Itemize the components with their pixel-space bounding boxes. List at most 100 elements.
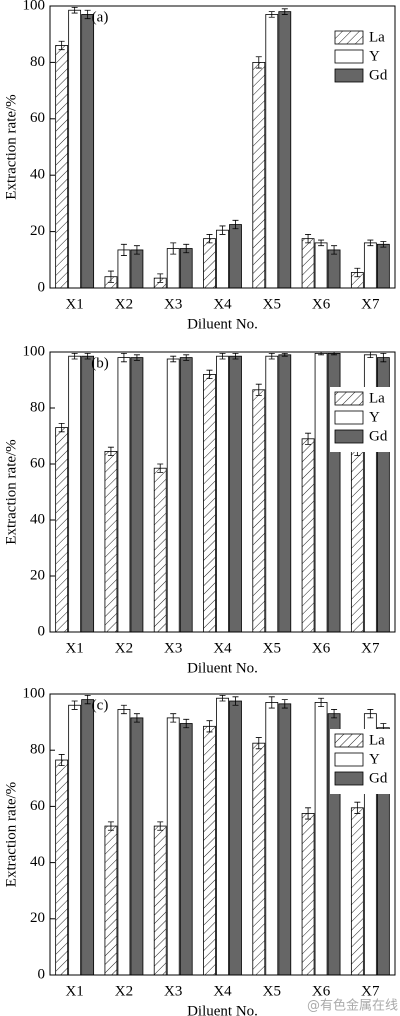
error-bar: [206, 234, 213, 244]
x-tick-label: X3: [164, 983, 182, 999]
error-bar: [170, 355, 177, 363]
bar: [55, 427, 69, 633]
y-tick-label: 60: [30, 798, 45, 814]
y-axis-label: Extraction rate/%: [3, 439, 19, 544]
bar: [68, 355, 82, 633]
error-bar: [84, 9, 91, 20]
bar: [203, 725, 216, 976]
bar: [350, 450, 364, 633]
error-bar: [268, 353, 275, 360]
x-tick-label: X1: [65, 983, 83, 999]
y-axis-label: Extraction rate/%: [3, 782, 19, 887]
bar: [216, 697, 229, 976]
error-bar: [318, 239, 325, 247]
bar: [363, 242, 377, 289]
x-axis-label: Diluent No.: [187, 1003, 258, 1016]
error-bar: [380, 353, 387, 363]
legend-label: La: [369, 390, 385, 406]
y-tick-label: 20: [30, 223, 45, 239]
legend-swatch: [334, 30, 364, 45]
error-bar: [71, 7, 78, 14]
plot-frame: [49, 351, 396, 633]
error-bar: [219, 695, 226, 702]
bar: [301, 438, 315, 633]
panel-label: (c): [92, 697, 109, 713]
error-bar: [367, 709, 374, 719]
bar: [265, 702, 279, 976]
error-bar: [354, 267, 361, 278]
bar: [301, 238, 315, 289]
error-bar: [84, 353, 91, 360]
bar: [166, 717, 180, 976]
bar: [81, 699, 95, 976]
bar: [81, 355, 95, 633]
legend-label: Y: [369, 409, 380, 425]
bar: [104, 450, 118, 633]
x-tick-label: X4: [213, 640, 232, 656]
plot-frame: [49, 5, 396, 289]
legend-label: Y: [369, 48, 380, 64]
bar: [376, 243, 390, 289]
error-bar: [183, 718, 190, 729]
error-bar: [120, 704, 127, 715]
error-bar: [305, 807, 312, 820]
error-bar: [58, 40, 65, 51]
error-bar: [206, 369, 213, 379]
y-tick-label: 40: [30, 854, 45, 870]
error-bar: [170, 713, 177, 723]
x-tick-label: X7: [361, 983, 380, 999]
error-bar: [58, 423, 65, 433]
bar: [314, 352, 328, 633]
panel-label: (b): [91, 355, 109, 371]
error-bar: [268, 11, 275, 18]
legend-label: Gd: [369, 770, 388, 786]
error-bar: [380, 241, 387, 248]
legend-label: Y: [369, 751, 380, 767]
x-tick-label: X5: [263, 296, 281, 312]
bar: [327, 249, 341, 289]
bar: [229, 355, 242, 633]
plot-frame: [49, 693, 396, 976]
y-tick-label: 60: [30, 110, 45, 126]
error-bar: [255, 56, 262, 69]
error-bar: [255, 737, 262, 750]
error-bar: [331, 245, 338, 255]
y-axis-label: Extraction rate/%: [3, 94, 19, 199]
y-tick-label: 80: [30, 742, 45, 758]
error-bar: [232, 219, 239, 230]
x-tick-label: X4: [213, 296, 232, 312]
error-bar: [133, 713, 140, 723]
y-tick-label: 20: [30, 910, 45, 926]
error-bar: [157, 821, 164, 831]
x-tick-label: X2: [115, 640, 133, 656]
error-bar: [219, 225, 226, 235]
error-bar: [71, 353, 78, 360]
bar: [153, 467, 167, 633]
x-tick-label: X6: [312, 296, 331, 312]
y-tick-label: 80: [30, 399, 45, 415]
error-bar: [318, 697, 325, 708]
bar: [229, 224, 242, 289]
x-tick-label: X1: [65, 296, 83, 312]
bar: [68, 9, 82, 289]
bar: [229, 700, 242, 976]
x-tick-label: X4: [213, 983, 232, 999]
y-tick-label: 100: [23, 343, 46, 359]
error-bar: [232, 353, 239, 360]
x-axis-label: Diluent No.: [187, 316, 258, 332]
error-bar: [107, 446, 114, 456]
y-tick-label: 100: [23, 0, 46, 13]
error-bar: [255, 383, 262, 396]
x-tick-label: X6: [312, 983, 331, 999]
x-tick-label: X3: [164, 296, 182, 312]
bar: [314, 702, 328, 976]
error-bar: [232, 696, 239, 706]
y-tick-label: 100: [23, 685, 46, 701]
watermark: @有色金属在线: [307, 998, 398, 1014]
bar: [81, 14, 95, 289]
x-tick-label: X1: [65, 640, 83, 656]
legend-swatch: [334, 733, 364, 748]
bar: [314, 242, 328, 289]
x-tick-label: X7: [361, 296, 380, 312]
